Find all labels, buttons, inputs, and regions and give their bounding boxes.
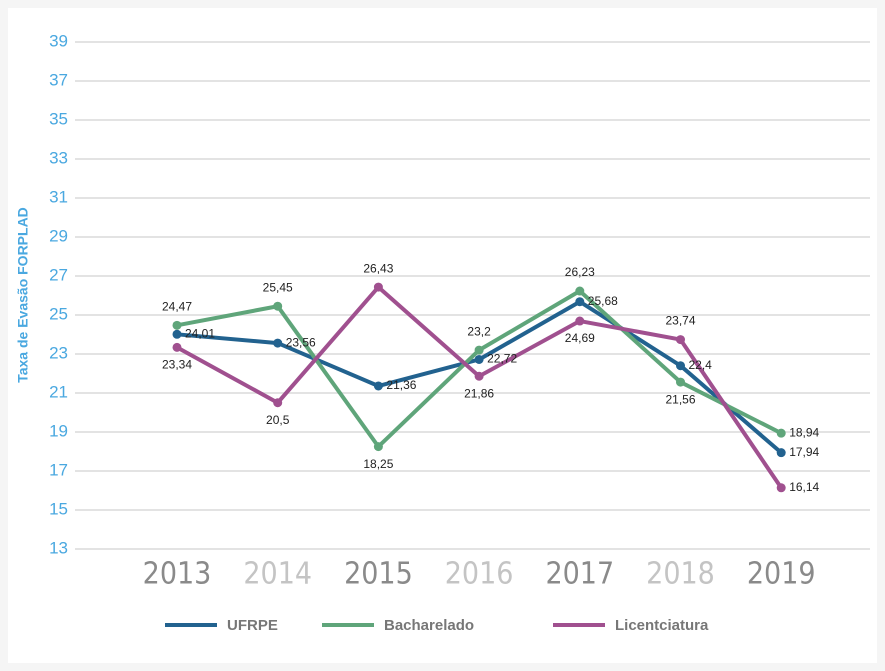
- data-label: 26,43: [363, 261, 393, 275]
- data-label: 18,25: [363, 457, 393, 471]
- data-label: 20,5: [266, 413, 290, 427]
- data-point: [575, 316, 585, 326]
- data-point: [273, 301, 283, 311]
- data-label: 17,94: [789, 445, 819, 459]
- data-label: 23,74: [665, 314, 695, 328]
- data-label: 23,34: [162, 358, 192, 372]
- y-tick-label: 29: [49, 226, 68, 245]
- y-tick-label: 33: [49, 148, 68, 167]
- y-tick-label: 17: [49, 460, 68, 479]
- data-label: 23,2: [467, 324, 491, 338]
- data-point: [676, 377, 685, 387]
- data-point: [676, 335, 685, 345]
- data-label: 21,36: [386, 378, 416, 392]
- data-point: [776, 483, 786, 493]
- data-label: 25,45: [263, 280, 293, 294]
- data-point: [575, 297, 585, 307]
- data-point: [575, 286, 585, 296]
- y-tick-label: 27: [49, 265, 68, 284]
- data-label: 24,69: [565, 331, 595, 345]
- x-tick-label: 2017: [545, 557, 614, 592]
- y-tick-label: 25: [49, 304, 68, 323]
- legend-label: Bacharelado: [384, 617, 474, 634]
- data-point: [474, 354, 484, 364]
- data-label: 21,56: [665, 392, 695, 406]
- data-point: [172, 329, 182, 339]
- data-point: [373, 282, 383, 292]
- y-tick-label: 21: [49, 382, 68, 401]
- data-label: 22,72: [487, 352, 517, 366]
- data-label: 24,01: [185, 326, 215, 340]
- x-tick-label: 2016: [445, 557, 514, 592]
- data-label: 26,23: [565, 265, 595, 279]
- x-tick-label: 2018: [646, 557, 715, 592]
- y-tick-label: 31: [49, 187, 68, 206]
- y-tick-label: 35: [49, 109, 68, 128]
- data-point: [273, 398, 283, 408]
- data-label: 24,47: [162, 300, 192, 314]
- y-tick-label: 13: [49, 538, 68, 557]
- y-tick-label: 15: [49, 499, 68, 518]
- data-point: [776, 448, 786, 458]
- data-label: 21,86: [464, 386, 494, 400]
- data-label: 23,56: [286, 335, 316, 349]
- data-label: 25,68: [588, 294, 618, 308]
- data-point: [676, 361, 685, 371]
- y-tick-label: 37: [49, 70, 68, 89]
- y-tick-label: 23: [49, 343, 68, 362]
- data-point: [172, 342, 182, 352]
- data-label: 18,94: [789, 425, 819, 439]
- data-point: [373, 442, 383, 452]
- x-tick-label: 2019: [747, 557, 816, 592]
- x-tick-label: 2013: [143, 557, 212, 592]
- data-label: 16,14: [789, 480, 819, 494]
- data-point: [273, 338, 283, 348]
- data-point: [474, 371, 484, 381]
- legend-label: Licentciatura: [615, 617, 709, 634]
- data-point: [776, 428, 786, 438]
- x-tick-label: 2014: [243, 557, 312, 592]
- data-point: [474, 345, 484, 355]
- y-axis-label: Taxa de Evasão FORPLAD: [15, 207, 31, 383]
- data-point: [172, 320, 182, 330]
- x-tick-label: 2015: [344, 557, 413, 592]
- legend-label: UFRPE: [227, 617, 278, 634]
- y-tick-label: 19: [49, 421, 68, 440]
- data-point: [373, 381, 383, 391]
- y-tick-label: 39: [49, 31, 68, 50]
- chart-background: [8, 8, 877, 663]
- data-label: 22,4: [689, 358, 713, 372]
